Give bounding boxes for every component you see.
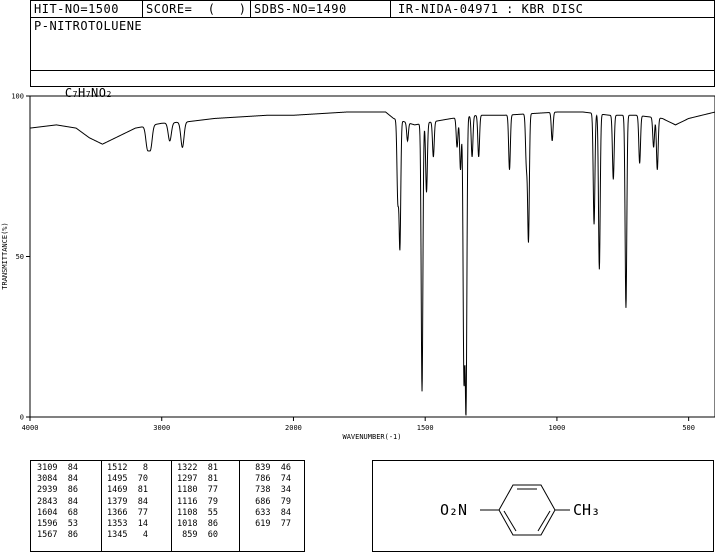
ir-code: IR-NIDA-04971 : KBR DISC [398,2,584,16]
x-tick-label: 500 [682,424,695,432]
peak-column: 3109 84 3084 84 2939 86 2843 84 1604 68 … [37,463,78,541]
double-bond [537,510,551,532]
double-bond [503,510,517,532]
hit-no: HIT-NO=1500 [34,2,119,16]
compound-name: P-NITROTOLUENE [34,19,143,33]
column-divider [171,461,172,551]
nitro-group: O₂N [440,501,467,519]
peak-column: 1322 81 1297 81 1180 77 1116 79 1108 55 … [177,463,218,541]
ir-spectrum-chart: 4000 3000 2000 1500 1000 500 0 50 100 WAVENUMBER… [1,93,715,441]
score: SCORE= ( ) [146,2,247,16]
y-tick-label: 50 [16,253,24,261]
peak-table: 3109 84 3084 84 2939 86 2843 84 1604 68 … [30,460,305,552]
structure-box: O₂N CH₃ [372,460,714,552]
x-axis-label: WAVENUMBER(-1) [342,433,401,441]
y-axis-label: TRANSMITTANCE(%) [1,222,9,289]
column-divider [239,461,240,551]
x-tick-label: 3000 [153,424,170,432]
p-nitrotoluene-structure: O₂N CH₃ [440,484,600,536]
y-tick-label: 100 [11,93,24,101]
methyl-group: CH₃ [573,501,600,519]
peak-column: 839 46 786 74 738 34 686 79 633 84 619 7… [255,463,291,530]
formula-divider [31,70,714,71]
header-divider [142,1,143,18]
x-tick-label: 4000 [22,424,39,432]
x-tick-label: 1500 [417,424,434,432]
sdbs-no: SDBS-NO=1490 [254,2,347,16]
benzene-ring [498,484,556,536]
column-divider [101,461,102,551]
spectrum-line [29,111,715,416]
y-tick-label: 0 [20,414,24,422]
x-tick-label: 1000 [548,424,565,432]
header-divider [390,1,391,18]
x-tick-label: 2000 [285,424,302,432]
header-divider [250,1,251,18]
molecular-formula: C7H7NO2 [64,86,112,100]
peak-column: 1512 8 1495 70 1469 81 1379 84 1366 77 1… [107,463,148,541]
